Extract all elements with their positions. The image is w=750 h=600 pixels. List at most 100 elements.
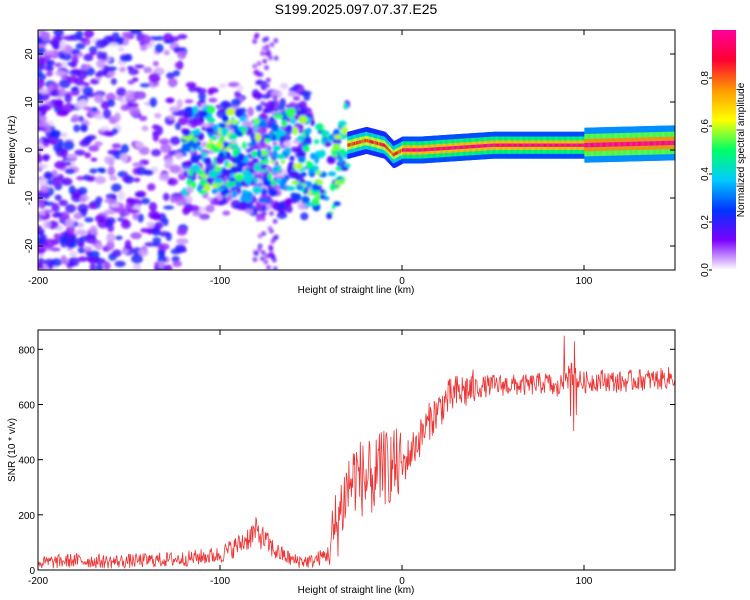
heatmap-cell xyxy=(199,116,205,123)
heatmap-cell xyxy=(192,210,202,217)
heatmap-cell xyxy=(251,150,258,158)
heatmap-cell xyxy=(198,189,207,195)
heatmap-cell xyxy=(255,95,261,101)
heatmap-cell xyxy=(224,160,229,166)
heatmap-cell xyxy=(128,68,139,76)
heatmap-cell xyxy=(53,233,61,240)
heatmap-cell xyxy=(89,225,98,236)
heatmap-cell xyxy=(176,238,189,245)
heatmap-cell xyxy=(167,115,176,120)
heatmap-cell xyxy=(94,176,107,185)
heatmap-cell xyxy=(221,100,230,108)
heatmap-cell xyxy=(326,155,336,165)
heatmap-cell xyxy=(38,120,49,128)
heatmap-cell xyxy=(83,136,94,142)
heatmap-cell xyxy=(84,217,94,223)
heatmap-cell xyxy=(78,37,87,42)
heatmap-cell xyxy=(267,225,273,231)
heatmap-cell xyxy=(206,105,216,114)
heatmap-cell xyxy=(90,157,98,162)
heatmap-cell xyxy=(68,256,80,267)
heatmap-cell xyxy=(259,256,265,262)
heatmap-cell xyxy=(94,114,105,120)
heatmap-cell xyxy=(298,115,308,124)
heatmap-cell xyxy=(83,246,93,251)
heatmap-cell xyxy=(79,197,87,203)
snr-y-axis-label: SNR (10 * v/v) xyxy=(7,418,18,482)
heatmap-band-cell xyxy=(672,140,675,146)
heatmap-cell xyxy=(38,262,44,270)
heatmap-cell xyxy=(165,97,175,104)
heatmap-cell xyxy=(326,212,333,220)
heatmap-cell xyxy=(260,188,268,196)
heatmap-cell xyxy=(227,81,240,88)
heatmap-cell xyxy=(284,198,292,208)
heatmap-cell xyxy=(54,160,67,170)
heatmap-cell xyxy=(63,103,71,110)
heatmap-cell xyxy=(252,207,258,213)
heatmap-cell xyxy=(334,179,341,186)
heatmap-cell xyxy=(103,65,110,75)
heatmap-cell xyxy=(115,36,125,43)
heatmap-cell xyxy=(253,174,263,179)
heatmap-cell xyxy=(316,180,322,186)
heatmap-cell xyxy=(268,210,274,216)
heatmap-cell xyxy=(163,205,175,210)
heatmap-cell xyxy=(315,170,323,175)
heatmap-cell xyxy=(89,168,98,174)
heatmap-cell xyxy=(152,213,162,221)
heatmap-cell xyxy=(63,35,75,41)
snr-x-tick-label: -100 xyxy=(210,576,230,587)
heatmap-cell xyxy=(260,250,266,256)
heatmap-cell xyxy=(333,201,341,207)
heatmap-cell xyxy=(169,196,178,203)
heatmap-cell xyxy=(38,225,43,231)
heatmap-cell xyxy=(88,202,98,210)
heatmap-cell xyxy=(240,202,249,211)
heatmap-cell xyxy=(90,78,100,85)
heatmap-cell xyxy=(270,238,276,244)
heatmap-cell xyxy=(111,128,119,135)
heatmap-blobs xyxy=(38,30,351,270)
heatmap-cell xyxy=(330,182,335,192)
heatmap-cell xyxy=(200,214,208,220)
heatmap-cell xyxy=(45,124,52,133)
heatmap-cell xyxy=(154,113,162,119)
heatmap-cell xyxy=(135,141,145,149)
heatmap-cell xyxy=(252,170,258,176)
heatmap-cell xyxy=(296,151,306,158)
heatmap-cell xyxy=(301,195,310,205)
heatmap-cell xyxy=(235,130,244,137)
heatmap-cell xyxy=(66,242,77,249)
heatmap-cell xyxy=(231,119,238,125)
snr-y-ticks: 0 200 400 600 800 xyxy=(18,345,675,577)
snr-y-tick-label: 0 xyxy=(29,566,35,577)
heatmap-cell xyxy=(38,142,43,148)
heatmap-cell xyxy=(257,243,263,249)
heatmap-cell xyxy=(40,31,51,42)
heatmap-cell xyxy=(91,106,98,113)
heatmap-cell xyxy=(121,31,134,38)
heatmap-cell xyxy=(290,192,298,198)
heatmap-cell xyxy=(221,127,229,137)
heatmap-cell xyxy=(143,66,153,74)
heatmap-cell xyxy=(146,183,156,191)
heatmap-cell xyxy=(283,140,292,148)
heatmap-cell xyxy=(264,107,270,113)
heatmap-cell xyxy=(257,182,263,188)
heatmap-cell xyxy=(139,44,148,52)
heatmap-cell xyxy=(38,78,45,89)
heatmap-cell xyxy=(268,244,274,250)
heatmap-cell xyxy=(120,152,129,162)
heatmap-cell xyxy=(272,95,278,101)
snr-series-line xyxy=(38,335,675,569)
colorbar-tick-label: 0.6 xyxy=(700,119,711,133)
heatmap-cell xyxy=(302,145,310,152)
heatmap-cell xyxy=(217,128,223,136)
snr-y-tick-label: 600 xyxy=(18,400,35,411)
heatmap-cell xyxy=(152,60,159,67)
heatmap-cell xyxy=(236,84,244,92)
heatmap-cell xyxy=(222,210,231,216)
heatmap-cell xyxy=(54,194,62,201)
heatmap-cell xyxy=(174,152,184,160)
